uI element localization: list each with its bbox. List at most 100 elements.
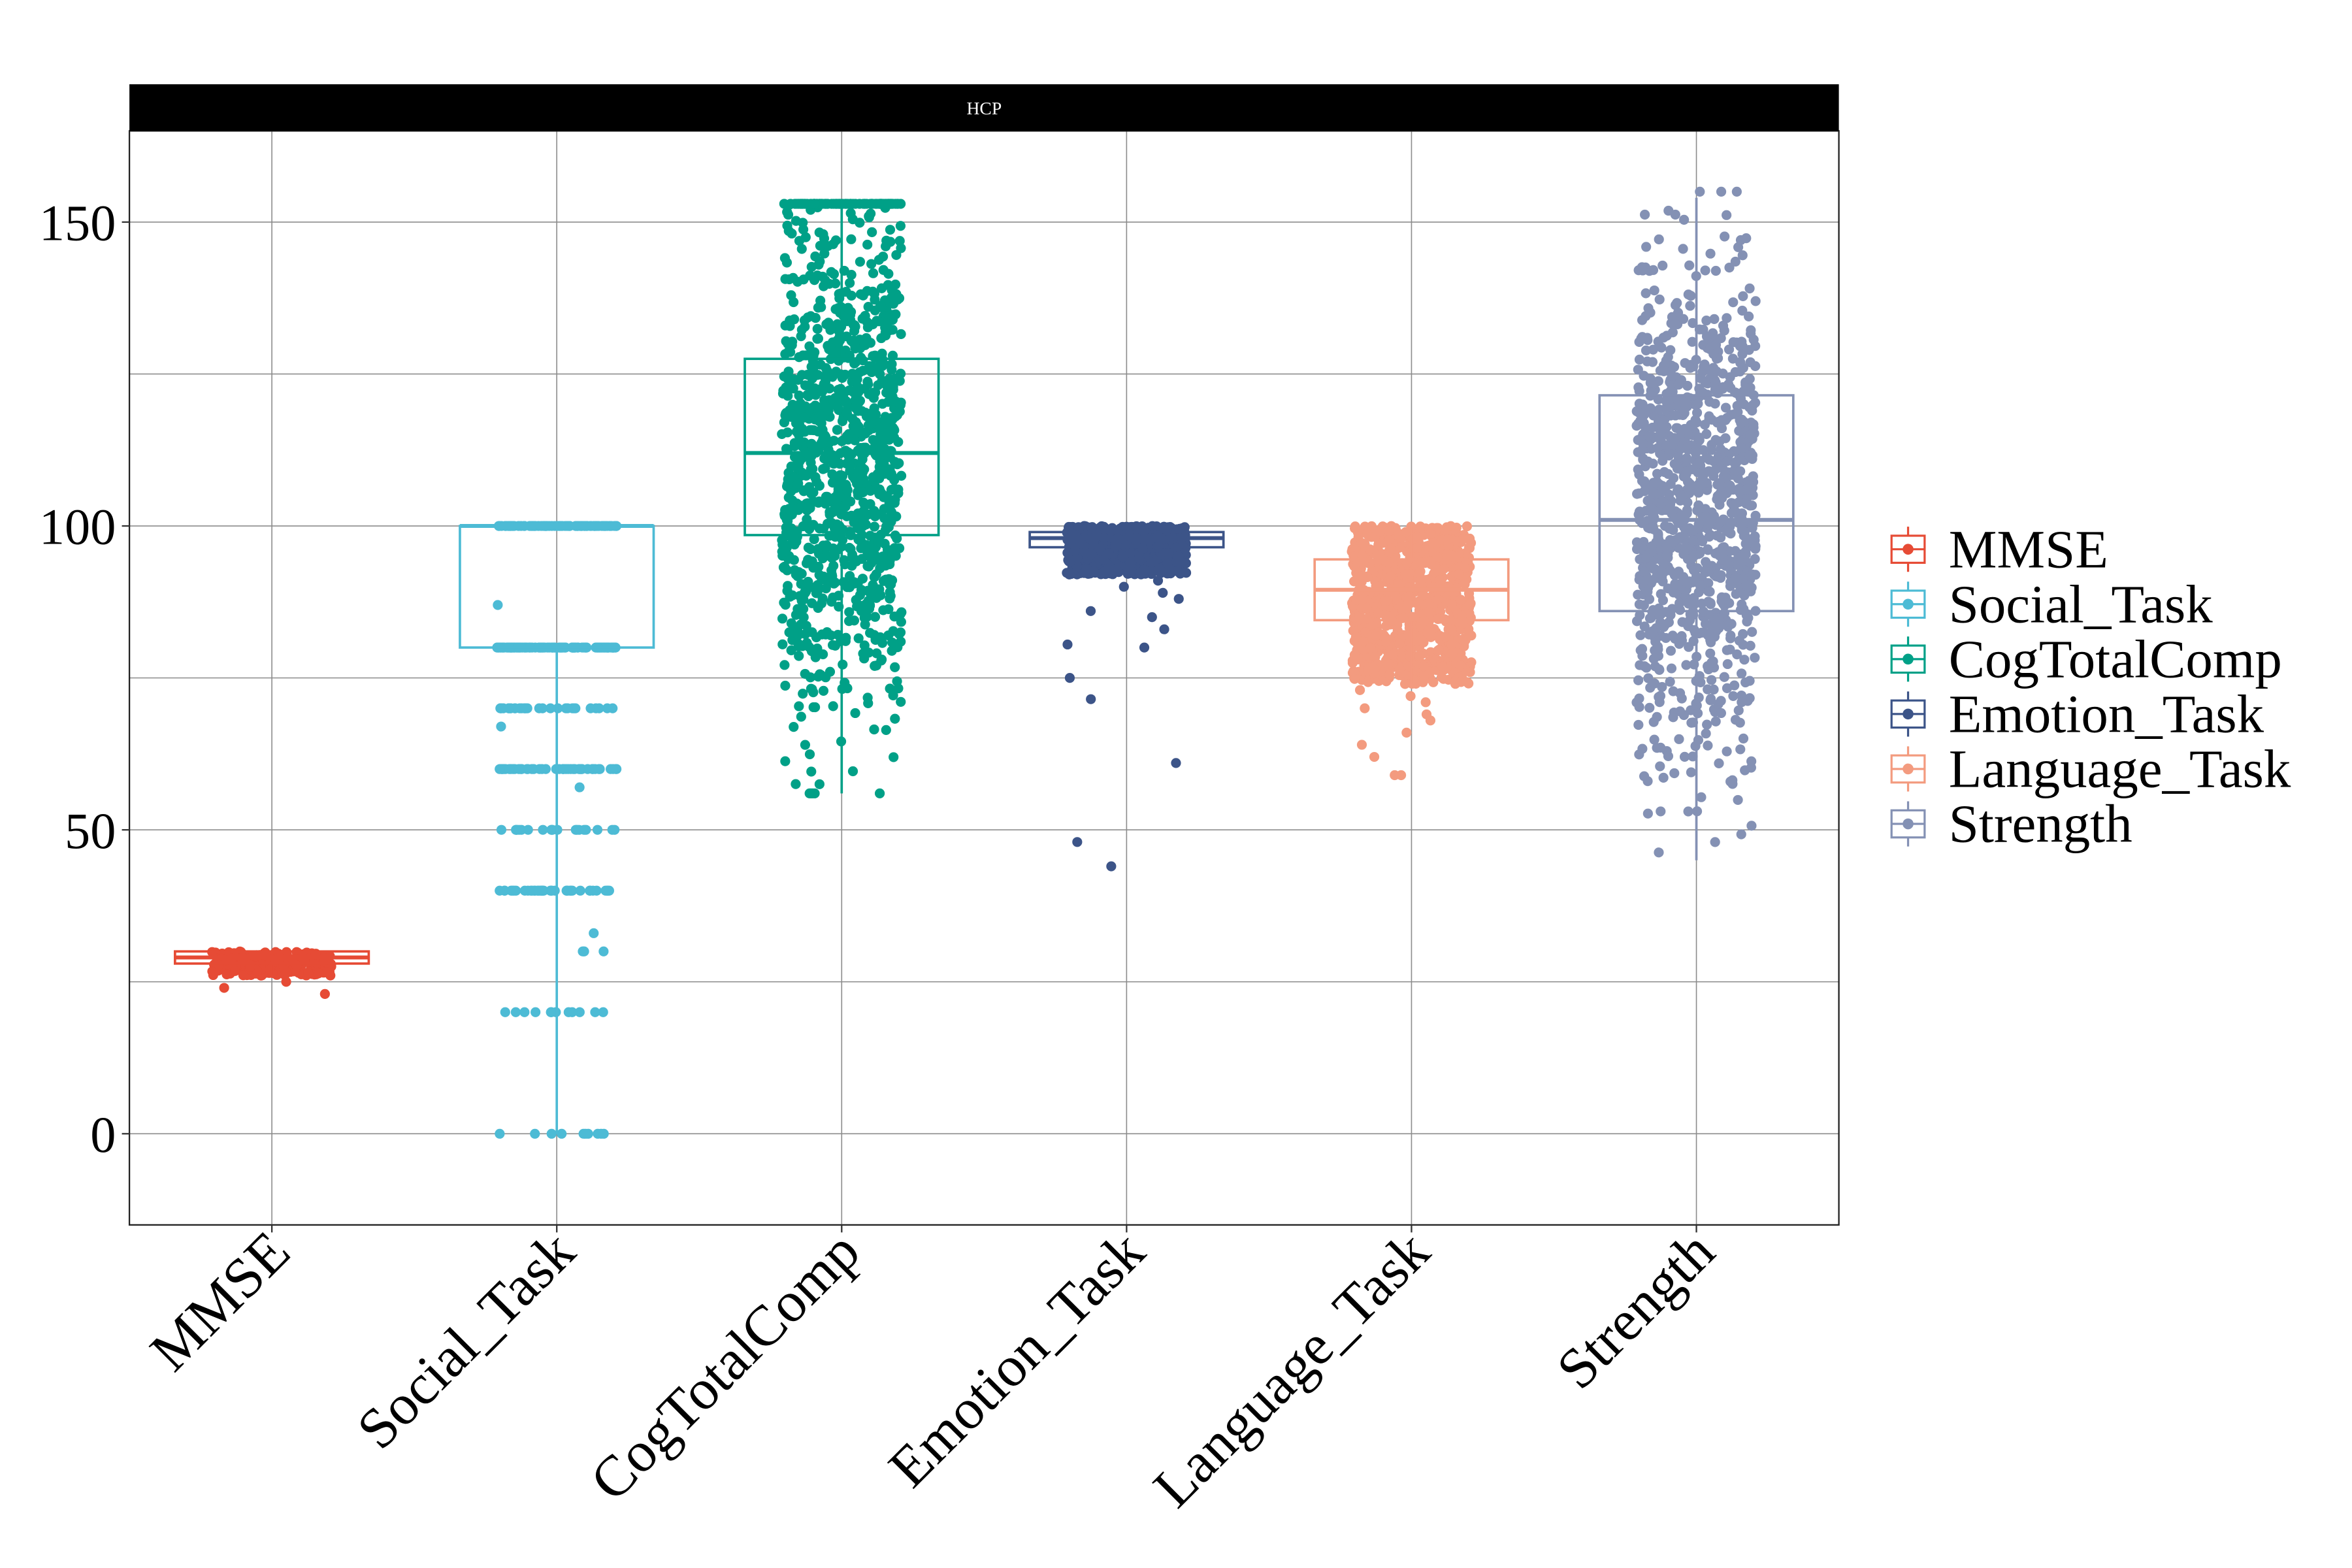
data-point [1747, 569, 1757, 580]
data-point [1656, 589, 1666, 599]
data-point [1703, 586, 1714, 596]
box-Strength [1598, 197, 1795, 860]
data-point [794, 651, 804, 661]
data-point [1683, 806, 1693, 817]
data-point [1098, 555, 1109, 565]
data-point [1639, 621, 1650, 632]
data-point [509, 885, 519, 896]
data-point [1655, 761, 1665, 772]
data-point [1716, 186, 1727, 197]
data-point [845, 570, 855, 581]
data-point [265, 964, 275, 975]
data-point [833, 404, 844, 414]
data-point [538, 825, 548, 835]
data-point [1744, 450, 1755, 461]
data-point [1690, 415, 1701, 425]
data-point [779, 660, 790, 670]
data-point [856, 352, 866, 363]
data-point [1081, 564, 1092, 574]
data-point [844, 607, 855, 617]
data-point [321, 967, 332, 977]
data-point [1695, 677, 1706, 687]
data-point [863, 420, 874, 431]
data-point [1349, 674, 1360, 684]
data-point [1375, 527, 1385, 537]
data-point [598, 1128, 609, 1139]
data-point [1736, 829, 1746, 840]
data-point [1405, 651, 1415, 661]
data-point [803, 576, 813, 587]
data-point [1744, 581, 1755, 592]
outlier-point [1420, 697, 1431, 708]
data-point [580, 1128, 591, 1139]
data-point [1733, 552, 1744, 563]
data-point [1710, 837, 1720, 847]
legend-key-point [1903, 653, 1914, 665]
data-point [575, 885, 585, 896]
data-point [1667, 327, 1678, 338]
data-point [1685, 301, 1695, 311]
data-point [1692, 505, 1703, 515]
data-point [1716, 696, 1726, 706]
data-point [800, 740, 811, 750]
data-point [1701, 453, 1712, 463]
x-tick-label: Social_Task [345, 1219, 587, 1461]
data-point [1681, 660, 1691, 670]
data-point [1688, 318, 1698, 329]
data-point [862, 693, 873, 703]
data-point [812, 334, 823, 344]
data-point [1719, 325, 1729, 336]
data-point [1728, 337, 1739, 348]
data-point [816, 409, 826, 419]
data-point [1380, 621, 1391, 631]
data-point [1735, 466, 1746, 476]
data-point [825, 325, 836, 335]
data-point [1703, 740, 1713, 751]
data-point [800, 668, 810, 679]
outlier-point [1369, 751, 1380, 762]
data-point [1682, 578, 1692, 589]
data-point [1739, 386, 1749, 397]
data-point [894, 236, 905, 246]
data-point [1426, 559, 1436, 570]
data-point [782, 565, 792, 576]
data-point [887, 365, 897, 375]
data-point [780, 680, 791, 691]
data-point [847, 766, 858, 777]
outlier-point [1171, 758, 1181, 768]
data-point [1677, 491, 1688, 502]
data-point [828, 701, 838, 711]
data-point [1384, 670, 1395, 680]
data-point [534, 703, 544, 713]
legend-item-Language_Task: Language_Task [1890, 739, 2291, 799]
data-point [796, 244, 807, 254]
data-point [794, 701, 804, 711]
data-point [1385, 571, 1396, 581]
data-point [1458, 534, 1468, 545]
y-tick-label: 100 [39, 498, 116, 555]
data-point [875, 360, 886, 370]
data-point [849, 320, 860, 331]
data-point [887, 546, 898, 556]
data-point [1733, 705, 1744, 715]
data-point [814, 779, 825, 789]
data-point [804, 749, 815, 760]
data-point [1663, 205, 1674, 216]
data-point [1676, 426, 1686, 436]
data-point [1117, 551, 1128, 563]
data-point [495, 1128, 505, 1139]
data-point [1633, 719, 1644, 730]
data-point [883, 269, 894, 279]
data-point [1695, 373, 1706, 384]
data-point [874, 255, 885, 265]
data-point [806, 261, 817, 272]
data-point [1744, 693, 1755, 704]
data-point [846, 290, 857, 301]
outlier-point [1405, 691, 1416, 702]
data-point [1725, 372, 1735, 382]
data-point [1661, 440, 1672, 451]
data-point [1693, 481, 1703, 491]
data-point [1687, 336, 1697, 347]
data-point [889, 432, 900, 443]
